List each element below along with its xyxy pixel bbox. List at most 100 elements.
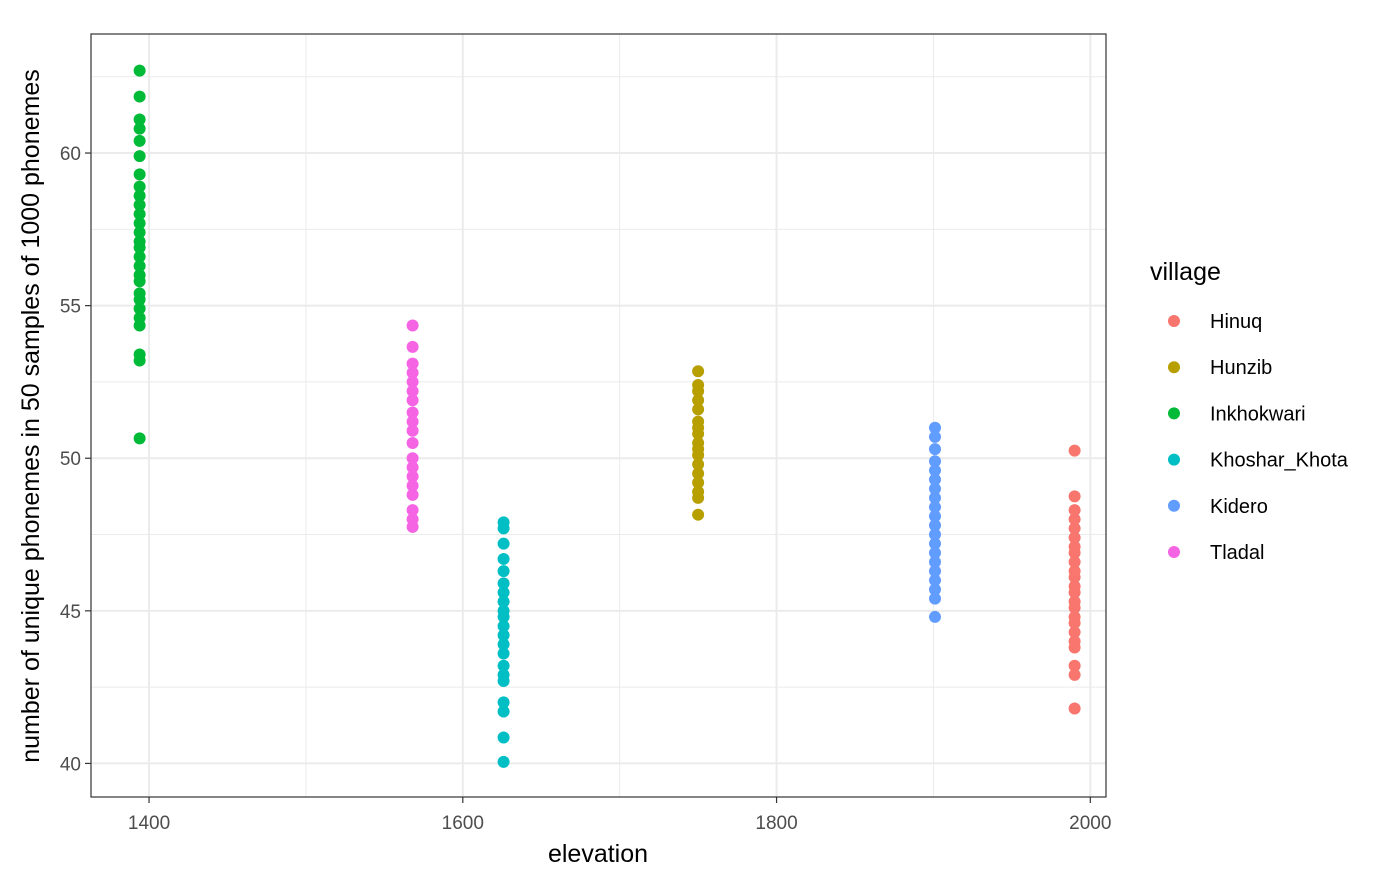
data-point xyxy=(133,150,146,163)
data-point xyxy=(133,180,146,193)
data-point xyxy=(1068,571,1081,584)
data-point xyxy=(692,403,705,416)
data-point xyxy=(406,504,419,517)
data-point xyxy=(406,340,419,353)
data-point xyxy=(133,113,146,126)
data-point xyxy=(692,508,705,521)
data-point xyxy=(1068,522,1081,535)
x-axis-title: elevation xyxy=(548,840,648,868)
data-point xyxy=(929,519,942,532)
x-tick-label: 1600 xyxy=(442,813,484,834)
data-point xyxy=(1068,617,1081,630)
y-axis-title-clip: number of unique phonemes in 50 samples … xyxy=(17,69,45,763)
data-point xyxy=(929,574,942,587)
data-point xyxy=(406,436,419,449)
data-point xyxy=(1068,444,1081,457)
data-point xyxy=(929,482,942,495)
data-point xyxy=(133,302,146,315)
data-points xyxy=(133,64,1081,768)
legend-label: Khoshar_Khota xyxy=(1210,450,1349,472)
data-point xyxy=(497,675,510,688)
data-point xyxy=(406,394,419,407)
data-point xyxy=(692,365,705,378)
series-khoshar-khota xyxy=(497,516,510,768)
series-inkhokwari xyxy=(133,64,146,445)
data-point xyxy=(1068,668,1081,681)
y-tick-label: 50 xyxy=(60,449,81,470)
data-point xyxy=(133,90,146,103)
data-point xyxy=(406,366,419,379)
y-axis: 40 45 50 55 60 xyxy=(60,144,91,775)
data-point xyxy=(929,565,942,578)
legend-label: Hinuq xyxy=(1210,311,1262,333)
data-point xyxy=(929,464,942,477)
data-point xyxy=(929,501,942,514)
data-point xyxy=(406,415,419,428)
panel-border xyxy=(90,33,1107,798)
legend-item: Tladal xyxy=(1168,542,1264,564)
data-point xyxy=(497,705,510,718)
data-point xyxy=(497,620,510,633)
data-point xyxy=(497,629,510,642)
data-point xyxy=(133,122,146,135)
data-point xyxy=(692,476,705,489)
data-point xyxy=(929,537,942,550)
legend-item: Hinuq xyxy=(1168,311,1262,333)
data-point xyxy=(406,479,419,492)
data-point xyxy=(133,259,146,272)
x-axis: 1400 1600 1800 2000 xyxy=(128,797,1111,834)
data-point xyxy=(133,250,146,263)
data-point xyxy=(929,430,942,443)
legend-label: Hunzib xyxy=(1210,357,1272,379)
series-hinuq xyxy=(1068,444,1081,715)
data-point xyxy=(929,583,942,596)
data-point xyxy=(1068,702,1081,715)
legend-label: Kidero xyxy=(1210,496,1268,518)
data-point xyxy=(929,455,942,468)
data-point xyxy=(692,394,705,407)
data-point xyxy=(929,546,942,559)
data-point xyxy=(497,647,510,660)
legend-item: Hunzib xyxy=(1168,357,1272,379)
x-tick-label: 2000 xyxy=(1069,813,1111,834)
data-point xyxy=(497,659,510,672)
data-point xyxy=(133,241,146,254)
data-point xyxy=(1068,546,1081,559)
data-point xyxy=(1068,586,1081,599)
data-point xyxy=(133,198,146,211)
legend-title: village xyxy=(1150,258,1221,286)
data-point xyxy=(133,275,146,288)
data-point xyxy=(406,461,419,474)
data-point xyxy=(692,467,705,480)
data-point xyxy=(1068,555,1081,568)
data-point xyxy=(929,473,942,486)
data-point xyxy=(929,421,942,434)
data-point xyxy=(1068,626,1081,639)
data-point xyxy=(1068,490,1081,503)
legend-item: Inkhokwari xyxy=(1168,403,1306,425)
data-point xyxy=(929,443,942,456)
data-point xyxy=(929,510,942,523)
data-point xyxy=(133,432,146,445)
legend-key xyxy=(1168,546,1180,558)
x-tick-label: 1400 xyxy=(128,813,170,834)
data-point xyxy=(497,552,510,565)
data-point xyxy=(406,470,419,483)
data-point xyxy=(929,555,942,568)
legend-key xyxy=(1168,453,1180,466)
data-point xyxy=(692,458,705,471)
series-tladal xyxy=(406,319,419,533)
data-point xyxy=(133,319,146,332)
legend-item: Khoshar_Khota xyxy=(1168,450,1349,472)
data-point xyxy=(929,528,942,541)
legend-key xyxy=(1168,361,1180,374)
data-point xyxy=(497,638,510,651)
x-tick-label: 1800 xyxy=(755,813,797,834)
legend: Hinuq Hunzib Inkhokwari Khoshar_Khota Kidero… xyxy=(1168,311,1349,564)
data-point xyxy=(406,488,419,501)
data-point xyxy=(1068,531,1081,544)
data-point xyxy=(497,586,510,599)
y-tick-label: 40 xyxy=(60,754,81,775)
data-point xyxy=(929,610,942,623)
data-point xyxy=(929,491,942,504)
